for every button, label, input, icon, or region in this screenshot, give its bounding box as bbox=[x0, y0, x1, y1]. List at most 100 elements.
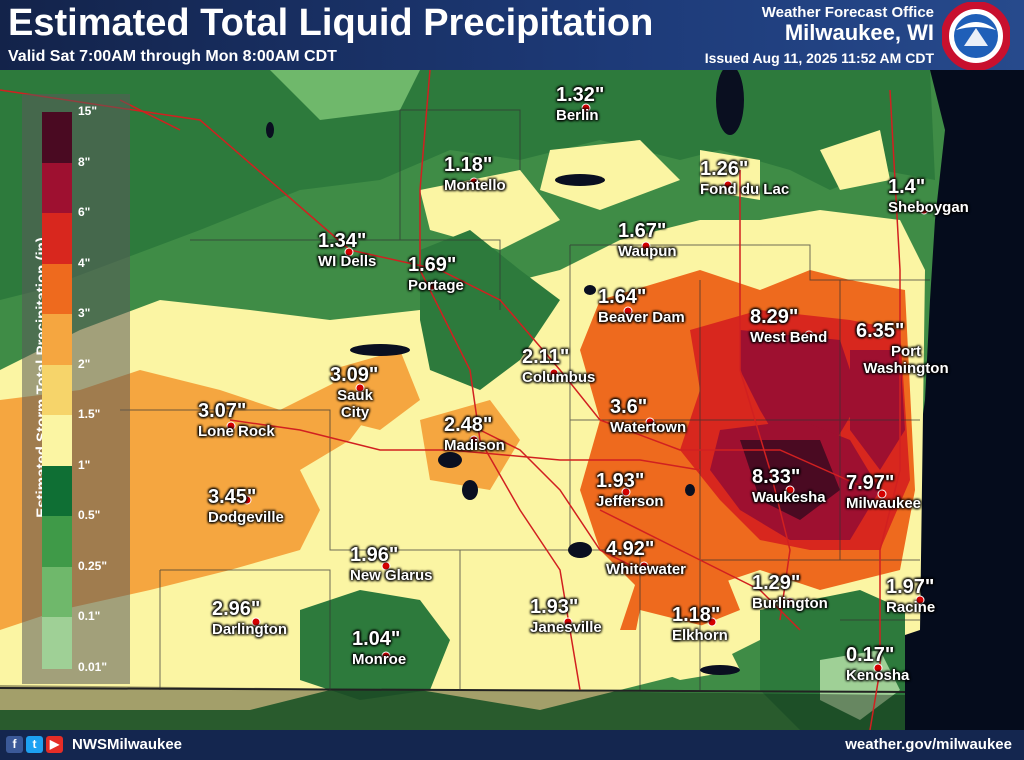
legend-color-segment bbox=[42, 314, 72, 366]
city-label: 1.34" WI Dells bbox=[318, 230, 376, 270]
city-name: Madison bbox=[444, 437, 505, 454]
legend-tick-label: 6" bbox=[78, 205, 91, 220]
legend-color-segment bbox=[42, 566, 72, 619]
legend-tick-label: 8" bbox=[78, 154, 91, 169]
city-precip-value: 2.96" bbox=[212, 598, 261, 620]
city-label: 3.09" Sauk City bbox=[330, 364, 380, 421]
city-precip-value: 1.96" bbox=[350, 544, 399, 566]
legend-tick-label: 1.5" bbox=[78, 407, 101, 422]
city-name: Racine bbox=[886, 599, 936, 616]
city-name: Sheboygan bbox=[888, 199, 969, 216]
city-label: 3.07" Lone Rock bbox=[198, 400, 275, 440]
legend-tick-label: 0.25" bbox=[78, 558, 108, 573]
city-label: 1.64" Beaver Dam bbox=[598, 286, 685, 326]
legend-color-segment bbox=[42, 162, 72, 215]
city-label: 1.26" Fond du Lac bbox=[700, 158, 789, 198]
city-precip-value: 2.48" bbox=[444, 414, 493, 436]
city-precip-value: 1.26" bbox=[700, 158, 749, 180]
city-label: 1.93" Janesville bbox=[530, 596, 602, 636]
city-name: Milwaukee bbox=[846, 495, 922, 512]
precipitation-map bbox=[0, 70, 1024, 730]
page-title: Estimated Total Liquid Precipitation bbox=[8, 2, 654, 44]
city-precip-value: 2.11" bbox=[522, 346, 570, 368]
nws-logo-icon bbox=[942, 2, 1010, 70]
website-link[interactable]: weather.gov/milwaukee bbox=[845, 736, 1012, 753]
city-precip-value: 1.29" bbox=[752, 572, 801, 594]
legend-color-bar bbox=[42, 112, 72, 669]
twitter-icon[interactable]: t bbox=[26, 736, 43, 753]
city-label: 1.69" Portage bbox=[408, 254, 464, 294]
header: Estimated Total Liquid Precipitation Val… bbox=[0, 0, 1024, 70]
legend-tick-label: 3" bbox=[78, 306, 91, 321]
legend-color-segment bbox=[42, 364, 72, 417]
city-name: Lone Rock bbox=[198, 423, 275, 440]
city-name: Elkhorn bbox=[672, 627, 728, 644]
city-precip-value: 3.6" bbox=[610, 396, 648, 418]
city-precip-value: 1.04" bbox=[352, 628, 401, 650]
city-name: Janesville bbox=[530, 619, 602, 636]
city-name: Dodgeville bbox=[208, 509, 284, 526]
valid-period: Valid Sat 7:00AM through Mon 8:00AM CDT bbox=[8, 48, 337, 65]
city-label: 2.96" Darlington bbox=[212, 598, 287, 638]
city-precip-value: 4.92" bbox=[606, 538, 655, 560]
city-name: Waukesha bbox=[752, 489, 826, 506]
footer: f t ▶ NWSMilwaukee weather.gov/milwaukee bbox=[0, 730, 1024, 760]
city-name: Port Washington bbox=[863, 343, 949, 377]
office-label: Weather Forecast Office bbox=[761, 4, 934, 21]
city-precip-value: 6.35" bbox=[856, 320, 905, 342]
city-label: 7.97" Milwaukee bbox=[846, 472, 921, 512]
city-label: 1.18" Elkhorn bbox=[672, 604, 728, 644]
city-precip-value: 1.64" bbox=[598, 286, 647, 308]
city-name: Berlin bbox=[556, 107, 599, 124]
issued-time: Issued Aug 11, 2025 11:52 AM CDT bbox=[704, 50, 934, 66]
city-name: Monroe bbox=[352, 651, 407, 668]
city-label: 0.17" Kenosha bbox=[846, 644, 909, 684]
legend-color-segment bbox=[42, 465, 72, 518]
city-precip-value: 0.17" bbox=[846, 644, 895, 666]
city-precip-value: 8.33" bbox=[752, 466, 801, 488]
city-precip-value: 1.18" bbox=[444, 154, 493, 176]
facebook-icon[interactable]: f bbox=[6, 736, 23, 753]
legend-tick-label: 4" bbox=[78, 255, 91, 270]
city-name: Watertown bbox=[610, 419, 687, 436]
city-precip-value: 1.93" bbox=[530, 596, 579, 618]
youtube-icon[interactable]: ▶ bbox=[46, 736, 63, 753]
office-name: Milwaukee, WI bbox=[784, 20, 934, 45]
legend-tick-label: 0.1" bbox=[78, 609, 101, 624]
legend-tick-label: 0.01" bbox=[78, 660, 108, 674]
city-name: Fond du Lac bbox=[700, 181, 790, 198]
city-label: 1.04" Monroe bbox=[352, 628, 406, 668]
city-precip-value: 1.18" bbox=[672, 604, 721, 626]
city-precip-value: 1.34" bbox=[318, 230, 367, 252]
legend-tick-label: 1" bbox=[78, 457, 91, 472]
city-name: Columbus bbox=[522, 369, 596, 386]
city-label: 3.45" Dodgeville bbox=[208, 486, 284, 526]
city-name: Whitewater bbox=[606, 561, 687, 578]
city-label: 1.29" Burlington bbox=[752, 572, 828, 612]
city-precip-value: 1.4" bbox=[888, 176, 926, 198]
city-name: Montello bbox=[444, 177, 506, 194]
city-precip-value: 3.07" bbox=[198, 400, 247, 422]
city-name: Portage bbox=[408, 277, 464, 294]
social-icons: f t ▶ bbox=[6, 736, 63, 753]
social-handle[interactable]: NWSMilwaukee bbox=[72, 736, 183, 753]
city-name: Jefferson bbox=[596, 493, 664, 510]
legend-tick-label: 0.5" bbox=[78, 508, 101, 523]
city-name: Sauk City bbox=[337, 387, 373, 421]
city-label: 2.48" Madison bbox=[444, 414, 505, 454]
city-name: Beaver Dam bbox=[598, 309, 685, 326]
city-label: 1.97" Racine bbox=[886, 576, 935, 616]
legend-color-segment bbox=[42, 617, 72, 669]
legend-color-segment bbox=[42, 516, 72, 568]
city-precip-value: 8.29" bbox=[750, 306, 799, 328]
city-name: Waupun bbox=[618, 243, 677, 260]
city-precip-value: 1.69" bbox=[408, 254, 457, 276]
city-precip-value: 1.97" bbox=[886, 576, 935, 598]
legend-tick-label: 2" bbox=[78, 356, 91, 371]
legend-color-segment bbox=[42, 213, 72, 265]
city-label: 1.18" Montello bbox=[444, 154, 506, 194]
legend-color-segment bbox=[42, 415, 72, 467]
city-precip-value: 3.09" bbox=[330, 364, 379, 386]
city-label: 1.32" Berlin bbox=[556, 84, 604, 124]
city-name: Burlington bbox=[752, 595, 828, 612]
